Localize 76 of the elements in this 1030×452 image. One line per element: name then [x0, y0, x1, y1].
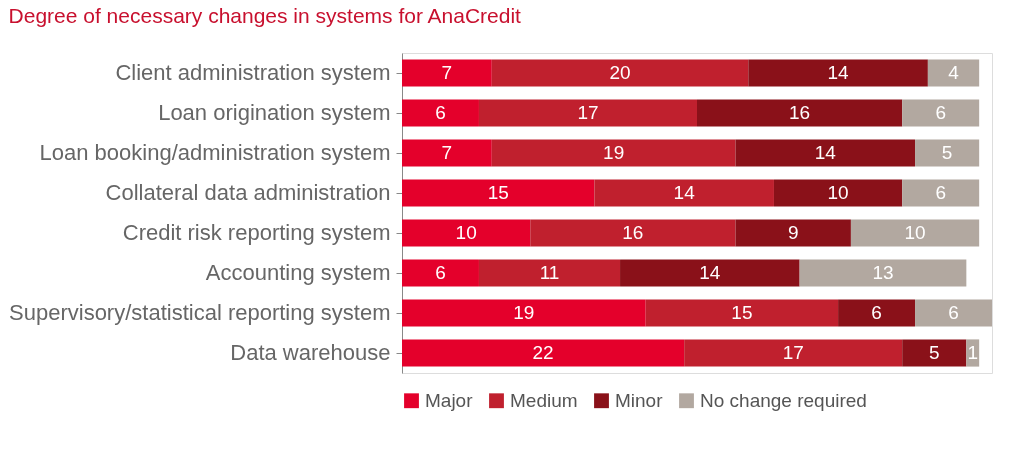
bar [645, 299, 839, 327]
legend-label: Major [425, 389, 474, 411]
data-label: 5 [928, 342, 940, 363]
bar [735, 219, 851, 247]
data-label: 10 [827, 182, 849, 203]
data-label: 14 [699, 262, 721, 283]
bar [748, 59, 928, 87]
bar [902, 179, 980, 207]
bar [902, 339, 967, 367]
bar [594, 179, 774, 207]
data-label: 10 [904, 222, 926, 243]
bar [402, 219, 531, 247]
bar [491, 139, 736, 167]
data-label: 19 [513, 302, 535, 323]
data-label: 6 [435, 102, 446, 123]
data-label: 7 [441, 142, 453, 163]
data-label: 6 [435, 262, 446, 283]
data-label: 1 [967, 342, 979, 363]
data-label: 4 [948, 62, 960, 83]
data-label: 5 [941, 142, 953, 163]
bar [927, 59, 980, 87]
y-tick-label: Credit risk reporting system [122, 220, 391, 245]
y-tick-label: Client administration system [115, 60, 391, 85]
data-label: 6 [948, 302, 959, 323]
bar [799, 259, 967, 287]
data-label: 6 [935, 102, 946, 123]
data-label: 16 [789, 102, 811, 123]
data-label: 14 [814, 142, 837, 163]
y-tick-label: Supervisory/statistical reporting system [9, 300, 391, 325]
y-tick-label: Loan booking/administration system [39, 140, 391, 165]
chart-title: Degree of necessary changes in systems for AnaCredit [8, 4, 522, 27]
data-label: 14 [827, 62, 850, 83]
data-label: 6 [871, 302, 882, 323]
data-label: 13 [872, 262, 894, 283]
bar [735, 139, 916, 167]
y-tick-label: Accounting system [205, 260, 391, 285]
data-label: 15 [731, 302, 753, 323]
bar [402, 299, 646, 327]
bar [478, 99, 697, 127]
bar [684, 339, 903, 367]
legend-label: Medium [510, 389, 578, 411]
bar [915, 139, 980, 167]
legend-label: No change required [700, 389, 867, 411]
data-label: 16 [622, 222, 644, 243]
bar [402, 339, 685, 367]
bar [620, 259, 800, 287]
data-label: 20 [609, 62, 631, 83]
data-label: 17 [782, 342, 804, 363]
legend-label: Minor [615, 389, 664, 411]
bar [402, 99, 479, 127]
data-label: 17 [577, 102, 599, 123]
bar [773, 179, 903, 207]
bar [902, 99, 980, 127]
bar [478, 259, 621, 287]
bar [402, 259, 479, 287]
data-label: 10 [455, 222, 477, 243]
bar [491, 59, 749, 87]
y-tick-label: Loan origination system [158, 100, 391, 125]
data-label: 22 [532, 342, 554, 363]
bar [402, 59, 492, 87]
data-label: 6 [935, 182, 946, 203]
bar [915, 299, 992, 327]
bar [838, 299, 916, 327]
data-label: 9 [787, 222, 799, 243]
data-label: 14 [673, 182, 696, 203]
y-tick-label: Collateral data administration [105, 180, 391, 205]
bar [402, 179, 595, 207]
data-label: 7 [441, 62, 453, 83]
y-tick-label: Data warehouse [230, 340, 391, 365]
bar [697, 99, 903, 127]
bar [530, 219, 736, 247]
bar [402, 139, 492, 167]
data-label: 19 [603, 142, 625, 163]
data-label: 15 [487, 182, 509, 203]
bar [850, 219, 980, 247]
data-label: 11 [539, 262, 560, 283]
